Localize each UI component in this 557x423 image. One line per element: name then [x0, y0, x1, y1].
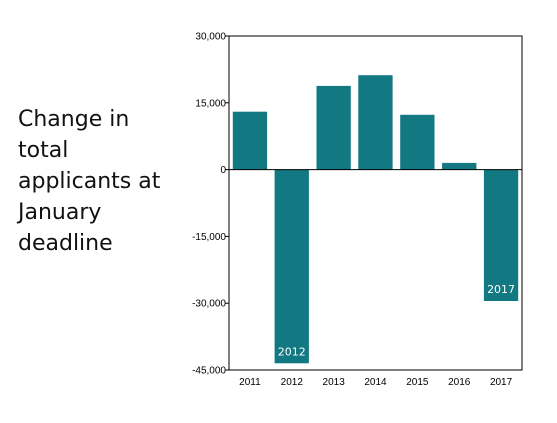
x-tick-label: 2015 [406, 377, 429, 388]
bar-annotation-2017: 2017 [487, 283, 515, 296]
bar-2016 [442, 162, 477, 170]
x-tick-label: 2014 [364, 377, 387, 388]
chart-side-title: Change in total applicants at January de… [18, 104, 168, 259]
x-tick-label: 2013 [323, 377, 346, 388]
x-tick-label: 2011 [239, 377, 261, 388]
bars-layer [232, 75, 519, 364]
side-title-line: total [18, 138, 69, 163]
y-tick-label: 0 [220, 165, 226, 176]
x-tick-label: 2016 [448, 377, 471, 388]
y-tick-label: -45,000 [192, 366, 226, 377]
bar-2015 [400, 114, 435, 170]
bar-2011 [232, 111, 268, 170]
labels-layer: 30,000 15,000 0 -15,000 -30,000 -45,000 2011 20… [192, 32, 515, 389]
side-title-line: applicants at [18, 169, 161, 194]
side-title-line: deadline [18, 231, 113, 256]
y-tick-label: -15,000 [192, 232, 226, 243]
plot-frame [228, 35, 523, 371]
bar-2017 [483, 169, 519, 301]
x-tick-label: 2012 [281, 377, 304, 388]
bar-annotation-2012: 2012 [278, 345, 306, 358]
y-tick-label: 15,000 [195, 98, 226, 109]
y-tick-label: -30,000 [192, 299, 226, 310]
bar-2013 [316, 85, 351, 170]
y-tick-label: 30,000 [195, 32, 226, 43]
side-title-line: January [18, 200, 102, 225]
axes-layer [225, 35, 523, 371]
bar-2014 [358, 75, 393, 170]
x-tick-label: 2017 [490, 377, 513, 388]
bar-2012 [274, 169, 309, 364]
side-title-line: Change in [18, 107, 130, 132]
